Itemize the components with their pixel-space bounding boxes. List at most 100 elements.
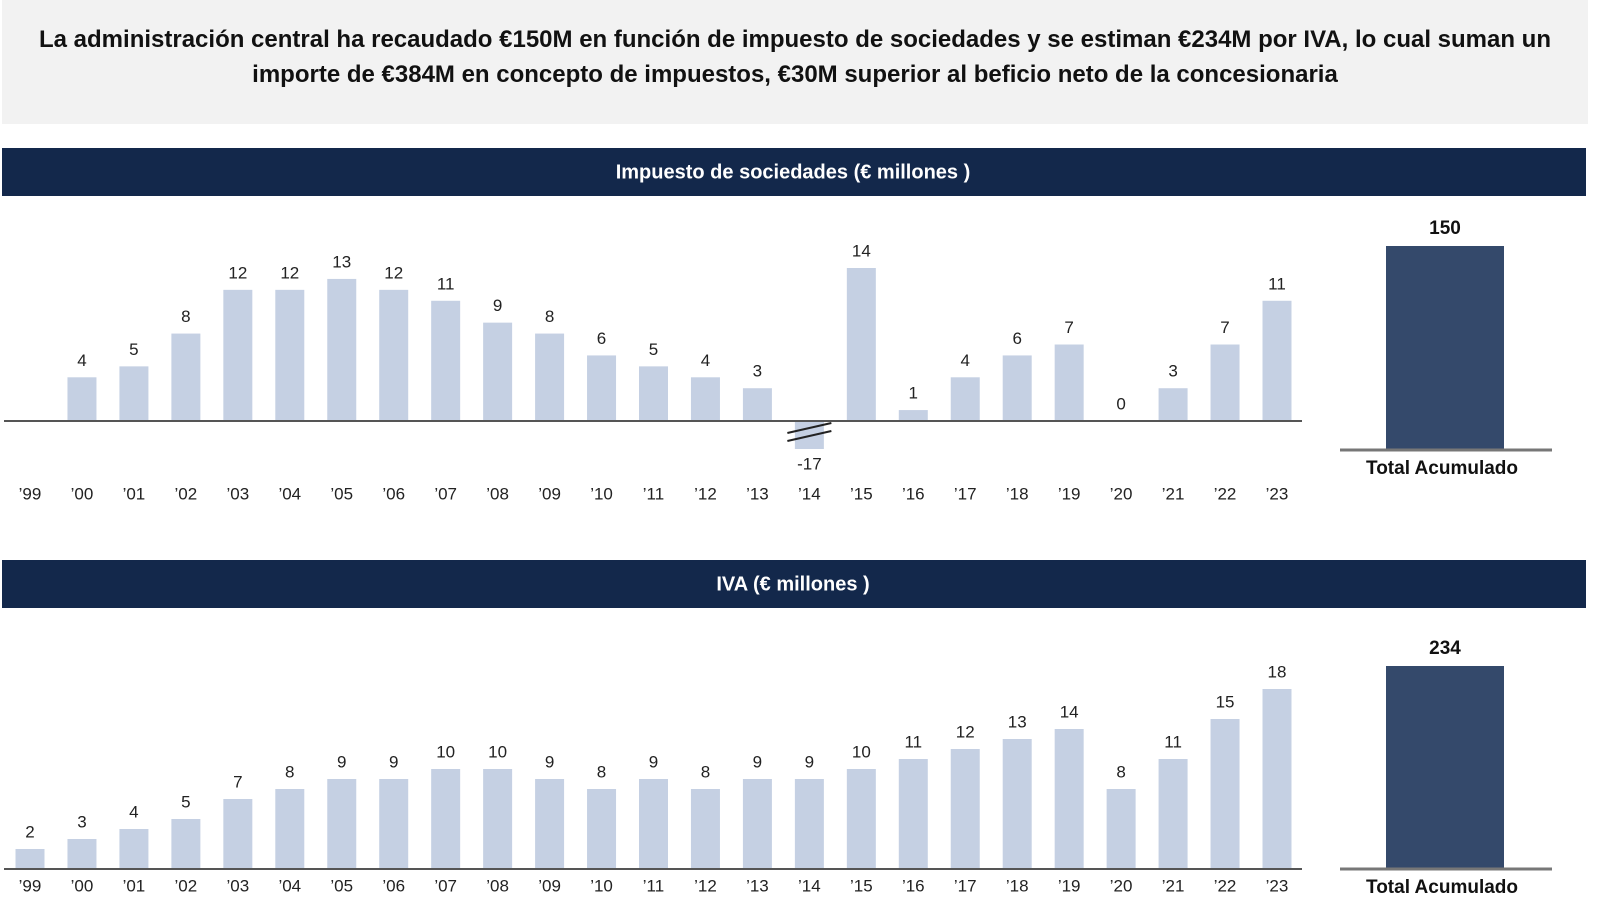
- data-label: 10: [436, 742, 455, 761]
- bar: [67, 839, 97, 869]
- data-label: 3: [77, 812, 86, 831]
- bar: [535, 333, 565, 421]
- bar: [431, 300, 461, 421]
- bar: [1106, 789, 1136, 869]
- data-label: 8: [285, 762, 294, 781]
- bar: [690, 377, 720, 421]
- x-tick-label: ’18: [1006, 484, 1029, 503]
- bar: [119, 829, 149, 869]
- data-label: 14: [1060, 702, 1079, 721]
- bar: [67, 377, 97, 421]
- data-label: 12: [280, 263, 299, 282]
- x-tick-label: ’20: [1110, 876, 1133, 895]
- section-banner: [2, 560, 1586, 608]
- bar: [898, 410, 928, 421]
- data-label: 4: [961, 351, 970, 370]
- bar: [15, 849, 45, 869]
- bar: [535, 779, 565, 869]
- x-tick-label: ’08: [486, 484, 509, 503]
- x-tick-label: ’09: [538, 484, 561, 503]
- bar: [587, 355, 617, 421]
- x-tick-label: ’12: [694, 876, 717, 895]
- section-title: IVA (€ millones ): [716, 573, 869, 595]
- x-tick-label: ’06: [382, 484, 405, 503]
- data-label: 12: [228, 263, 247, 282]
- x-tick-label: ’05: [330, 484, 353, 503]
- bar: [171, 819, 201, 869]
- data-label: 11: [1164, 732, 1182, 751]
- bar: [690, 789, 720, 869]
- bar: [1054, 344, 1084, 421]
- data-label: 7: [233, 772, 242, 791]
- data-label: 11: [1268, 274, 1286, 293]
- data-label: -17: [797, 454, 822, 473]
- headline: La administración central ha recaudado €…: [39, 26, 1551, 88]
- x-tick-label: ’13: [746, 484, 769, 503]
- x-tick-label: ’17: [954, 876, 977, 895]
- bar: [1054, 729, 1084, 869]
- data-label: 9: [649, 752, 658, 771]
- bar: [1002, 355, 1032, 421]
- x-tick-label: ’15: [850, 484, 873, 503]
- x-tick-label: ’00: [71, 876, 94, 895]
- data-label: 14: [852, 241, 871, 260]
- x-tick-label: ’23: [1266, 484, 1289, 503]
- x-tick-label: ’22: [1214, 876, 1237, 895]
- x-tick-label: ’16: [902, 484, 925, 503]
- bar: [1158, 388, 1188, 421]
- x-tick-label: ’05: [330, 876, 353, 895]
- data-label: 7: [1064, 318, 1073, 337]
- total-label: Total Acumulado: [1366, 458, 1518, 479]
- data-label: 6: [1012, 329, 1021, 348]
- bar: [483, 769, 513, 869]
- bar: [1262, 689, 1292, 869]
- x-tick-label: ’01: [123, 484, 146, 503]
- total-value: 150: [1429, 218, 1461, 239]
- data-label: 8: [597, 762, 606, 781]
- x-tick-label: ’21: [1162, 484, 1185, 503]
- x-tick-label: ’14: [798, 876, 821, 895]
- x-tick-label: ’17: [954, 484, 977, 503]
- data-label: 5: [181, 792, 190, 811]
- x-tick-label: ’13: [746, 876, 769, 895]
- x-tick-label: ’03: [226, 876, 249, 895]
- bar: [639, 366, 668, 421]
- data-label: 9: [337, 752, 346, 771]
- bar: [327, 278, 357, 421]
- data-label: 8: [701, 762, 710, 781]
- x-tick-label: ’19: [1058, 484, 1081, 503]
- data-label: 6: [597, 329, 606, 348]
- x-tick-label: ’15: [850, 876, 873, 895]
- x-tick-label: ’07: [434, 484, 457, 503]
- bar: [223, 289, 253, 421]
- x-tick-label: ’20: [1110, 484, 1133, 503]
- bar: [1210, 344, 1240, 421]
- bar: [846, 268, 876, 421]
- x-tick-label: ’19: [1058, 876, 1081, 895]
- axis-break: [787, 430, 832, 442]
- bar: [1210, 719, 1240, 869]
- data-label: 8: [545, 307, 554, 326]
- headline-box: La administración central ha recaudado €…: [2, 0, 1588, 124]
- data-label: 13: [1008, 712, 1027, 731]
- axis-break: [787, 422, 832, 434]
- x-tick-label: ’11: [643, 876, 664, 895]
- data-label: 12: [384, 263, 403, 282]
- data-label: 11: [437, 274, 455, 293]
- data-label: 4: [77, 351, 86, 370]
- x-tick-label: ’23: [1266, 876, 1289, 895]
- x-tick-label: ’22: [1214, 484, 1237, 503]
- bar: [898, 759, 928, 869]
- data-label: 3: [753, 362, 762, 381]
- data-label: 10: [488, 742, 507, 761]
- bar: [1158, 759, 1188, 869]
- data-label: 5: [129, 340, 138, 359]
- x-tick-label: ’07: [434, 876, 457, 895]
- x-tick-label: ’04: [278, 876, 301, 895]
- x-tick-label: ’04: [278, 484, 301, 503]
- bar: [1262, 300, 1292, 421]
- bar: [950, 749, 980, 869]
- data-label: 4: [701, 351, 710, 370]
- bar: [119, 366, 149, 421]
- bar: [275, 789, 305, 869]
